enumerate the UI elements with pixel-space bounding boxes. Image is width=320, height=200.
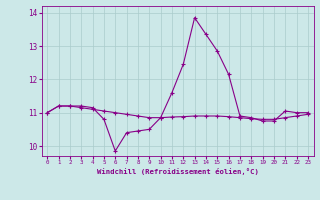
X-axis label: Windchill (Refroidissement éolien,°C): Windchill (Refroidissement éolien,°C): [97, 168, 259, 175]
